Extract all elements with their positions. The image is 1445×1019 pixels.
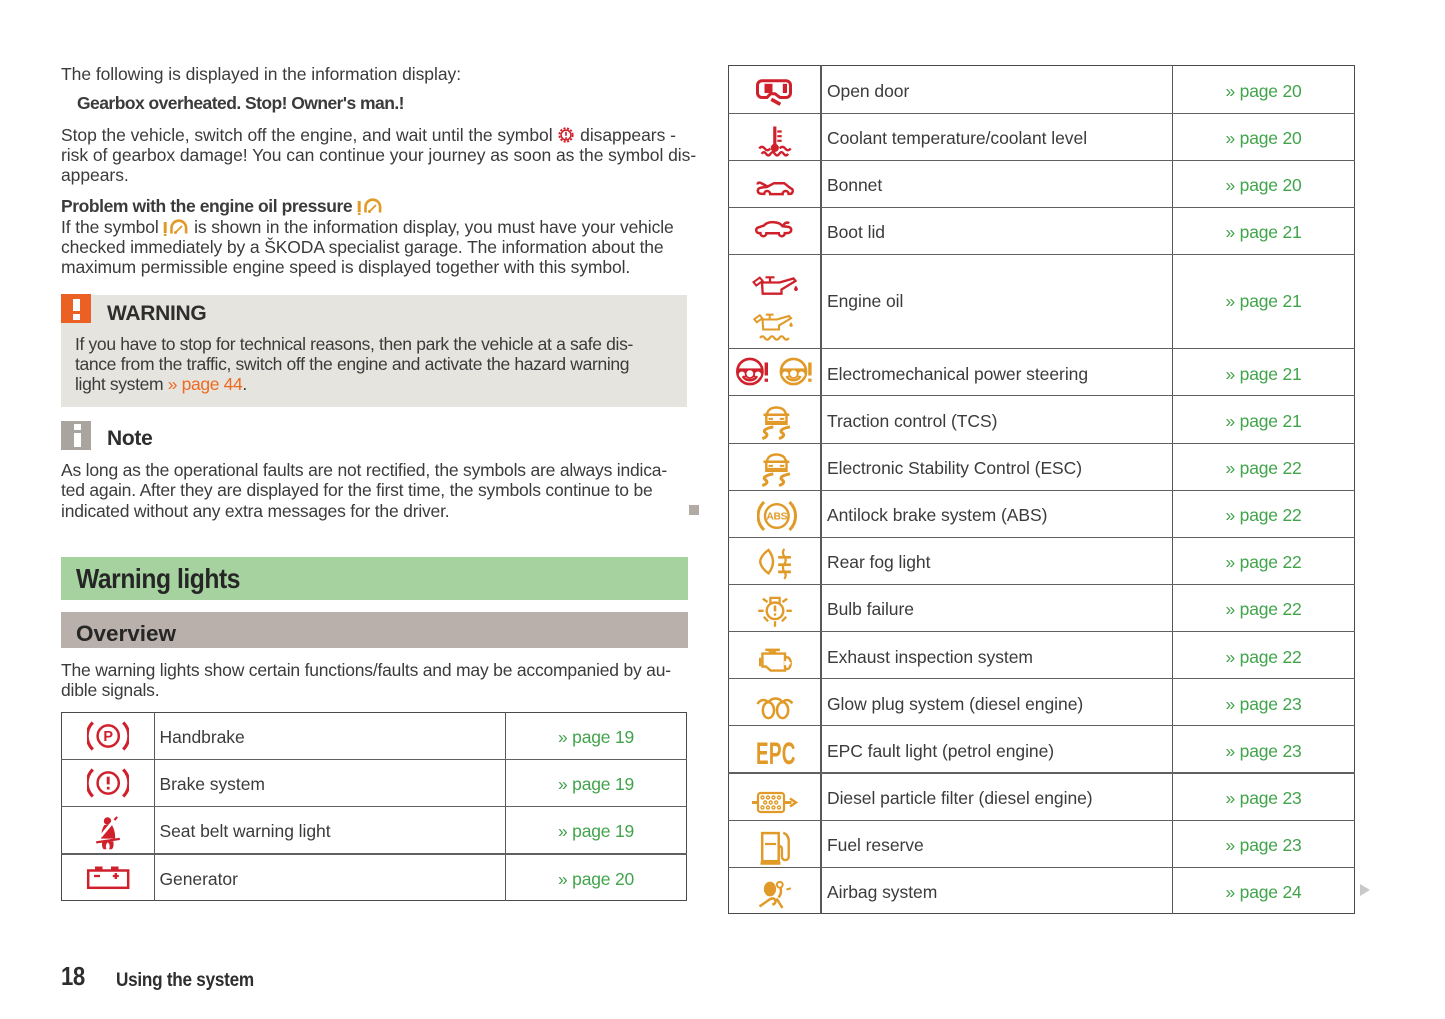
svg-text:ABS: ABS	[766, 512, 787, 523]
svg-text:P: P	[103, 729, 113, 745]
